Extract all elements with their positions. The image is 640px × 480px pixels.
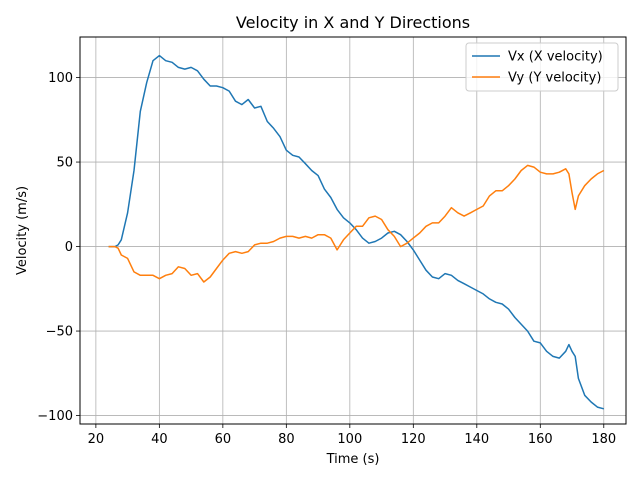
x-tick-label: 60: [215, 432, 232, 447]
y-tick-label: −50: [46, 325, 73, 340]
x-tick-label: 40: [151, 432, 168, 447]
y-tick-label: −100: [37, 409, 73, 424]
y-tick-label: 0: [65, 240, 73, 255]
series-line-vx: [108, 54, 604, 410]
chart-title: Velocity in X and Y Directions: [236, 13, 470, 32]
y-tick-label: 100: [48, 71, 73, 86]
x-tick-label: 100: [337, 432, 362, 447]
legend-label: Vy (Y velocity): [508, 71, 601, 86]
legend-label: Vx (X velocity): [508, 50, 603, 65]
plot-frame: [79, 36, 627, 425]
x-tick-label: 120: [401, 432, 426, 447]
tick-layer: 20 40 60 80 100 120 140 160 180 −100 −50 0 50 100: [37, 71, 616, 447]
x-tick-label: 160: [528, 432, 553, 447]
x-tick-label: 180: [591, 432, 616, 447]
y-axis-label: Velocity (m/s): [15, 186, 30, 275]
x-tick-label: 140: [464, 432, 489, 447]
series-layer: [108, 54, 605, 410]
x-tick-label: 80: [278, 432, 295, 447]
y-tick-label: 50: [56, 156, 73, 171]
legend-box: [465, 42, 619, 92]
series-line-vy: [108, 164, 605, 283]
x-axis-label: Time (s): [326, 452, 380, 467]
legend: Vx (X velocity) Vy (Y velocity): [465, 42, 619, 92]
x-tick-label: 20: [88, 432, 105, 447]
